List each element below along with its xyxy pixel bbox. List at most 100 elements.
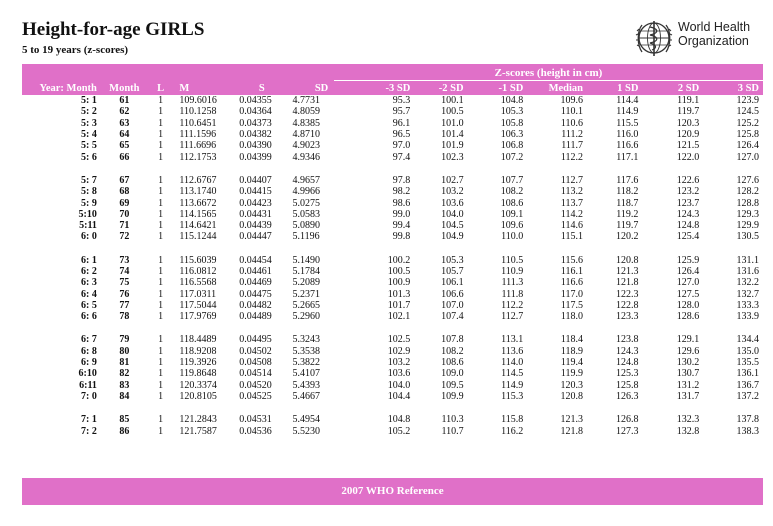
zscores-group-label: Z-scores (height in cm) — [494, 67, 603, 79]
cell-minus2sd: 104.5 — [441, 220, 464, 232]
cell-plus3sd: 125.8 — [736, 129, 760, 141]
cell-year-month: 6: 1 — [81, 254, 97, 266]
cell-l: 1 — [158, 414, 164, 426]
table-row: 7: 1 85 1 121.2843 0.04531 5.4954 104.8 110.3 11… — [22, 414, 763, 425]
group-spacer-cell — [22, 163, 763, 175]
col-header-year-month: Year: Month — [39, 83, 97, 94]
cell-month: 79 — [119, 334, 130, 346]
cell-plus1sd: 126.8 — [615, 414, 639, 426]
cell-minus1sd: 108.2 — [500, 186, 524, 198]
cell-minus1sd: 108.6 — [500, 197, 524, 209]
cell-median: 121.3 — [560, 414, 584, 426]
cell-s: 0.04482 — [239, 299, 272, 311]
cell-year-month: 5: 3 — [81, 117, 97, 129]
cell-month: 83 — [119, 379, 130, 391]
who-emblem-icon — [635, 21, 673, 56]
cell-minus3sd: 100.5 — [387, 266, 411, 277]
cell-median: 111.2 — [561, 129, 583, 141]
cell-sd: 5.1196 — [292, 231, 320, 243]
cell-sd: 5.3822 — [292, 357, 321, 369]
cell-year-month: 6: 8 — [81, 345, 97, 357]
cell-m: 116.5568 — [179, 277, 217, 289]
cell-month: 65 — [119, 140, 130, 152]
cell-m: 116.0812 — [179, 266, 217, 277]
group-spacer-cell — [22, 243, 763, 255]
cell-s: 0.04364 — [239, 106, 272, 118]
cell-l: 1 — [158, 288, 164, 300]
cell-m: 119.3926 — [179, 357, 217, 369]
cell-minus2sd: 102.7 — [441, 174, 464, 186]
cell-plus3sd: 129.3 — [736, 208, 760, 220]
cell-sd: 5.4393 — [292, 379, 321, 391]
cell-year-month: 6: 4 — [81, 288, 97, 300]
cell-plus1sd: 118.7 — [616, 197, 639, 209]
cell-median: 111.7 — [561, 140, 583, 152]
cell-plus2sd: 124.8 — [676, 220, 700, 232]
group-spacer — [22, 163, 763, 175]
cell-month: 67 — [119, 174, 130, 186]
cell-median: 115.6 — [560, 254, 583, 266]
cell-plus3sd: 126.4 — [736, 140, 760, 152]
cell-sd: 5.2089 — [292, 277, 321, 289]
cell-median: 114.6 — [560, 220, 583, 232]
cell-minus2sd: 103.6 — [441, 197, 464, 209]
cell-minus1sd: 112.7 — [501, 311, 524, 323]
cell-sd: 4.8385 — [292, 117, 321, 129]
cell-minus3sd: 99.8 — [392, 231, 411, 243]
cell-plus1sd: 122.8 — [615, 299, 639, 311]
table-row: 6: 3 75 1 116.5568 0.04469 5.2089 100.9 106.1 11… — [22, 277, 763, 288]
cell-median: 113.2 — [560, 186, 583, 198]
who-logo: World Health Organization — [633, 17, 765, 61]
col-header-plus2sd: 2 SD — [677, 83, 700, 94]
cell-minus3sd: 103.6 — [387, 368, 411, 380]
table-row: 5: 5 65 1 111.6696 0.04390 4.9023 97.0 101.9 106… — [22, 140, 763, 151]
cell-plus1sd: 117.6 — [616, 174, 639, 186]
cell-minus2sd: 105.3 — [441, 254, 464, 266]
table-row: 6:11 83 1 120.3374 0.04520 5.4393 104.0 109.5 11… — [22, 380, 763, 391]
cell-plus1sd: 119.7 — [616, 220, 639, 232]
cell-plus3sd: 137.2 — [736, 390, 760, 402]
cell-minus2sd: 107.4 — [441, 311, 464, 323]
table-row: 6: 7 79 1 118.4489 0.04495 5.3243 102.5 107.8 11… — [22, 334, 763, 345]
cell-year-month: 6:10 — [78, 368, 97, 380]
cell-minus2sd: 109.9 — [441, 390, 464, 402]
cell-s: 0.04508 — [239, 357, 272, 369]
cell-year-month: 5: 7 — [81, 174, 97, 186]
group-spacer — [22, 402, 763, 414]
cell-l: 1 — [158, 95, 164, 107]
cell-month: 73 — [119, 254, 130, 266]
cell-minus2sd: 110.3 — [441, 414, 464, 426]
cell-m: 109.6016 — [179, 95, 217, 107]
cell-sd: 5.1784 — [292, 266, 321, 277]
cell-l: 1 — [158, 390, 164, 402]
cell-m: 110.6451 — [179, 117, 217, 129]
cell-m: 111.6696 — [179, 140, 217, 152]
cell-plus3sd: 138.3 — [736, 425, 760, 437]
cell-l: 1 — [158, 117, 164, 129]
cell-minus3sd: 102.5 — [387, 334, 411, 346]
cell-minus1sd: 116.2 — [501, 425, 524, 437]
cell-s: 0.04514 — [239, 368, 272, 380]
height-for-age-table: Year: Month Month L M S SD -3 SD -2 SD -… — [22, 82, 763, 437]
col-header-median: Median — [548, 83, 583, 94]
cell-plus3sd: 134.4 — [736, 334, 760, 346]
cell-plus2sd: 130.2 — [676, 357, 700, 369]
cell-plus2sd: 129.6 — [676, 345, 700, 357]
cell-minus1sd: 114.0 — [501, 357, 524, 369]
table-row: 6: 1 73 1 115.6039 0.04454 5.1490 100.2 105.3 11… — [22, 255, 763, 266]
cell-month: 85 — [119, 414, 130, 426]
cell-median: 118.9 — [560, 345, 583, 357]
cell-plus2sd: 120.3 — [676, 117, 700, 129]
cell-median: 119.4 — [560, 357, 583, 369]
cell-l: 1 — [158, 151, 164, 163]
cell-month: 63 — [119, 117, 130, 129]
cell-minus2sd: 106.1 — [441, 277, 464, 289]
cell-s: 0.04489 — [239, 311, 272, 323]
cell-month: 66 — [119, 151, 130, 163]
table-row: 6: 4 76 1 117.0311 0.04475 5.2371 101.3 106.6 11… — [22, 288, 763, 300]
cell-plus2sd: 125.9 — [676, 254, 700, 266]
cell-s: 0.04399 — [239, 151, 272, 163]
cell-s: 0.04373 — [239, 117, 272, 129]
cell-month: 82 — [119, 368, 130, 380]
cell-l: 1 — [158, 220, 164, 232]
